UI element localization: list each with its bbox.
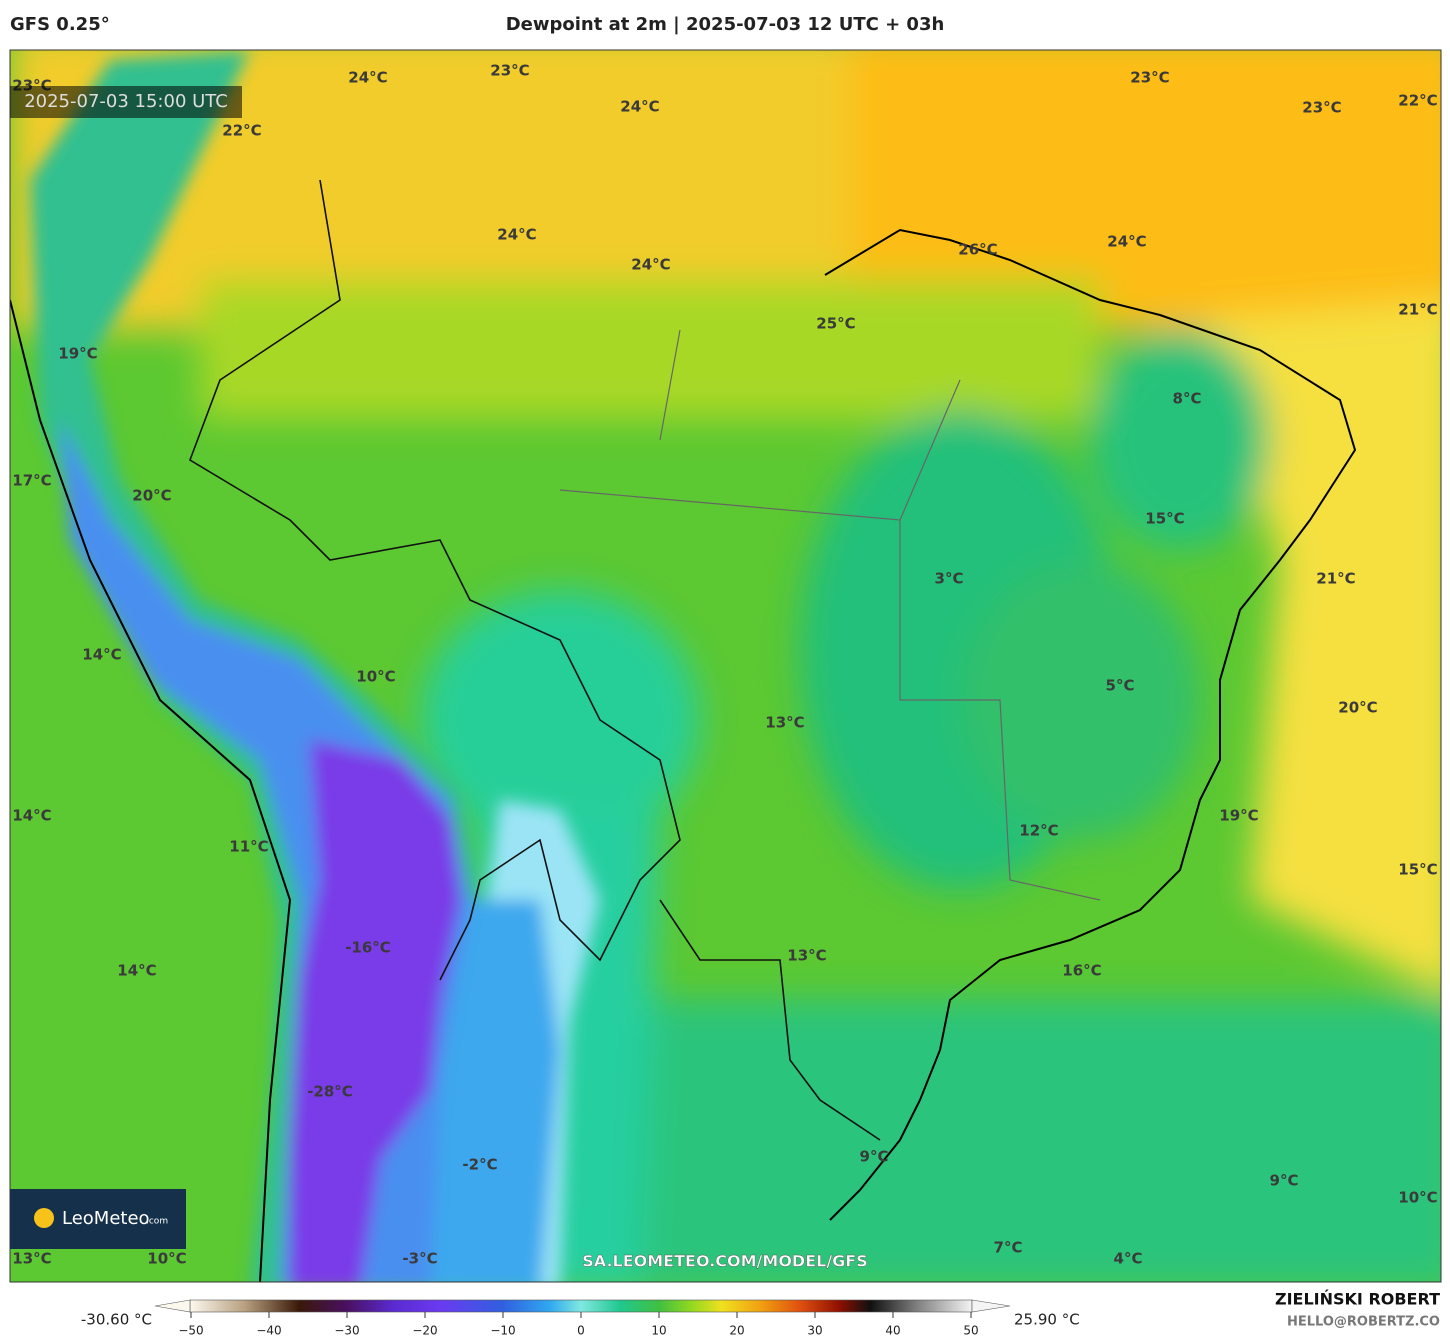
contour-label: 14°C — [12, 807, 51, 825]
colorbar-tick-label: 50 — [963, 1324, 978, 1338]
contour-label: 19°C — [1219, 807, 1258, 825]
contour-label: 10°C — [147, 1250, 186, 1268]
colorbar-min-arrow — [154, 1299, 191, 1313]
contour-label: 25°C — [816, 315, 855, 333]
contour-label: 9°C — [860, 1148, 889, 1166]
colorbar-tick-label: 10 — [651, 1324, 666, 1338]
contour-label: -16°C — [345, 939, 391, 957]
colorbar: −50 −40 −30 −20 −10 0 10 20 30 40 50 — [154, 1299, 1011, 1338]
contour-label: 14°C — [117, 962, 156, 980]
contour-label: 13°C — [787, 947, 826, 965]
contour-label: 23°C — [490, 62, 529, 80]
logo-name: LeoMeteo — [62, 1208, 150, 1229]
contour-label: 12°C — [1019, 822, 1058, 840]
contour-label: 10°C — [1398, 1189, 1437, 1207]
contour-label: 24°C — [497, 226, 536, 244]
contour-label: 20°C — [132, 487, 171, 505]
contour-label: 26°C — [958, 241, 997, 259]
contour-label: -28°C — [307, 1083, 353, 1101]
timestamp-box — [10, 86, 242, 118]
colorbar-tick-label: −20 — [412, 1324, 437, 1338]
contour-label: 13°C — [765, 714, 804, 732]
colorbar-max-label: 25.90 °C — [1014, 1311, 1080, 1329]
colorbar-tick-label: −50 — [178, 1324, 203, 1338]
contour-label: 20°C — [1338, 699, 1377, 717]
author: ZIELIŃSKI ROBERT — [1275, 1290, 1440, 1309]
contour-label: 24°C — [1107, 233, 1146, 251]
contour-label: 24°C — [631, 256, 670, 274]
contour-label: 11°C — [229, 838, 268, 856]
contour-label: 21°C — [1316, 570, 1355, 588]
contour-label: 3°C — [935, 570, 964, 588]
colorbar-tick-label: 40 — [885, 1324, 900, 1338]
contact: HELLO@ROBERTZ.CO — [1287, 1315, 1440, 1330]
map-field — [10, 50, 1441, 1282]
contour-label: 19°C — [58, 345, 97, 363]
colorbar-tick-label: 0 — [577, 1324, 585, 1338]
colorbar-tick-label: −40 — [256, 1324, 281, 1338]
contour-label: -3°C — [402, 1250, 437, 1268]
contour-label: 22°C — [222, 122, 261, 140]
colorbar-tick-label: −10 — [490, 1324, 515, 1338]
contour-label: 17°C — [12, 472, 51, 490]
contour-label: 8°C — [1173, 390, 1202, 408]
contour-label: 7°C — [994, 1239, 1023, 1257]
contour-label: 24°C — [620, 98, 659, 116]
contour-label: 15°C — [1145, 510, 1184, 528]
contour-label: 23°C — [1302, 99, 1341, 117]
contour-label: 9°C — [1270, 1172, 1299, 1190]
contour-label: 5°C — [1106, 677, 1135, 695]
contour-label: 10°C — [356, 668, 395, 686]
watermark: SA.LEOMETEO.COM/MODEL/GFS — [582, 1252, 868, 1271]
contour-label: 14°C — [82, 646, 121, 664]
contour-label: 23°C — [1130, 69, 1169, 87]
colorbar-tick-label: −30 — [334, 1324, 359, 1338]
colorbar-tick-label: 20 — [729, 1324, 744, 1338]
model-name: GFS 0.25° — [10, 14, 110, 35]
contour-label: 13°C — [12, 1250, 51, 1268]
contour-label: 4°C — [1114, 1250, 1143, 1268]
logo-suffix: .com — [146, 1217, 168, 1227]
colorbar-gradient — [189, 1299, 973, 1313]
colorbar-min-label: -30.60 °C — [81, 1311, 152, 1329]
timestamp: 2025-07-03 15:00 UTC — [24, 91, 228, 112]
colorbar-max-arrow — [971, 1299, 1011, 1313]
contour-label: 16°C — [1062, 962, 1101, 980]
contour-label: 21°C — [1398, 301, 1437, 319]
logo-sun — [34, 1208, 54, 1228]
contour-label: 24°C — [348, 69, 387, 87]
colorbar-tick-label: 30 — [807, 1324, 822, 1338]
contour-label: 15°C — [1398, 861, 1437, 879]
map-title: Dewpoint at 2m | 2025-07-03 12 UTC + 03h — [505, 14, 945, 35]
contour-label: -2°C — [462, 1156, 497, 1174]
contour-label: 22°C — [1398, 92, 1437, 110]
